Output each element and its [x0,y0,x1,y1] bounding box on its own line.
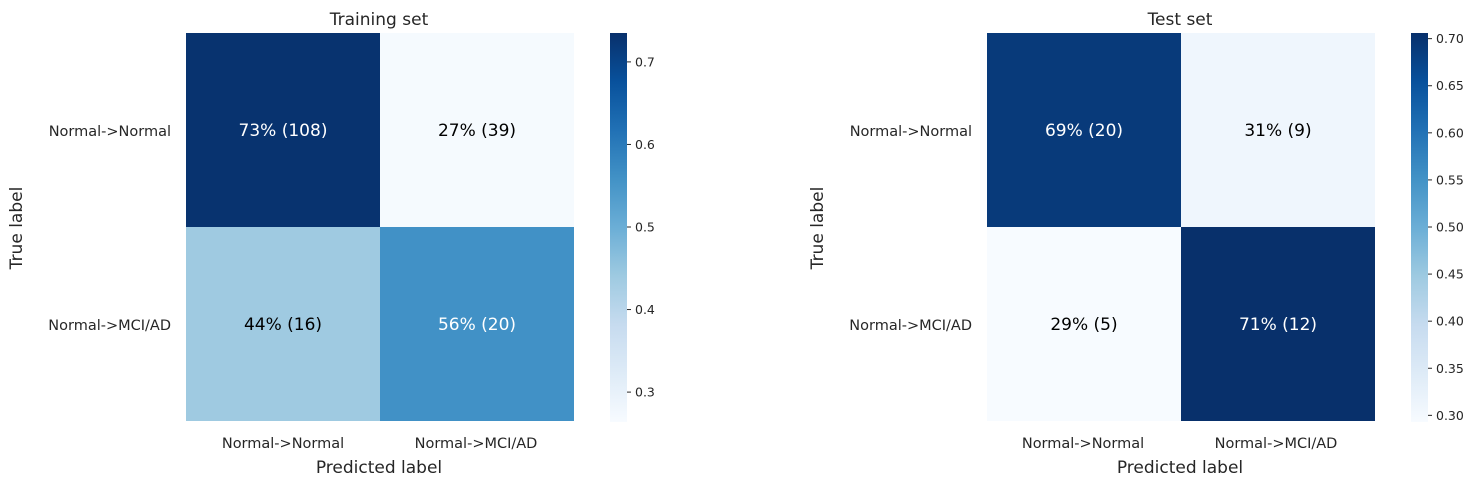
colorbar-tick-label: 0.7 [635,54,655,69]
x-tick-labels: Normal->Normal Normal->MCI/AD [222,436,538,452]
heatmap-cell [380,33,574,227]
x-axis-label: Predicted label [316,458,442,478]
cell-label: 27% (39) [438,121,516,141]
y-tick-label: Normal->Normal [850,124,972,140]
y-tick-label: Normal->MCI/AD [849,318,972,334]
heatmap-cell [1181,33,1375,227]
colorbar: 0.3 0.4 0.5 0.6 0.7 [610,33,655,422]
colorbar-gradient [610,33,627,422]
x-tick-label: Normal->Normal [222,436,344,452]
colorbar-tick-label: 0.30 [1436,408,1464,423]
heatmap-title: Training set [329,10,429,30]
y-tick-labels: Normal->Normal Normal->MCI/AD [849,124,972,334]
x-tick-label: Normal->Normal [1022,436,1144,452]
colorbar-ticks: 0.3 0.4 0.5 0.6 0.7 [627,54,655,400]
x-tick-label: Normal->MCI/AD [415,436,538,452]
x-tick-labels: Normal->Normal Normal->MCI/AD [1022,436,1338,452]
colorbar-tick-label: 0.40 [1436,314,1464,329]
colorbar-tick-label: 0.60 [1436,125,1464,140]
colorbar-ticks: 0.30 0.35 0.40 0.45 0.50 0.55 0.60 0.65 0.70 [1428,31,1464,423]
cell-label: 31% (9) [1244,121,1311,141]
cell-label: 71% (12) [1239,315,1317,335]
heatmap-cells: 69% (20) 31% (9) 29% (5) 71% (12) [987,33,1375,421]
heatmap-cell [186,227,380,421]
y-axis-label: True label [7,187,27,271]
colorbar-tick-label: 0.35 [1436,361,1464,376]
heatmap-cell [380,227,574,421]
colorbar-tick-label: 0.6 [635,137,655,152]
heatmap-cell [987,227,1181,421]
heatmap-cell [1181,227,1375,421]
cell-label: 44% (16) [244,315,322,335]
y-tick-labels: Normal->Normal Normal->MCI/AD [48,124,171,334]
colorbar-gradient [1411,33,1428,422]
training-set-heatmap: Training set 73% (108) 27% (39) 44% (16) 56… [7,10,655,478]
colorbar-tick-label: 0.4 [635,302,655,317]
x-axis-label: Predicted label [1117,458,1243,478]
y-axis-label: True label [808,187,828,271]
cell-label: 56% (20) [438,315,516,335]
heatmap-cells: 73% (108) 27% (39) 44% (16) 56% (20) [186,33,574,421]
colorbar-tick-label: 0.55 [1436,172,1464,187]
y-tick-label: Normal->Normal [49,124,171,140]
cell-label: 73% (108) [239,121,328,141]
colorbar-tick-label: 0.70 [1436,31,1464,46]
cell-label: 29% (5) [1050,315,1117,335]
cell-label: 69% (20) [1045,121,1123,141]
colorbar-tick-label: 0.45 [1436,267,1464,282]
colorbar-tick-label: 0.5 [635,220,655,235]
test-set-heatmap: Test set 69% (20) 31% (9)29% (5) 71% (12) … [808,10,1464,478]
colorbar-tick-label: 0.3 [635,385,655,400]
heatmap-cell [987,33,1181,227]
heatmap-title: Test set [1147,10,1213,30]
y-tick-label: Normal->MCI/AD [48,318,171,334]
x-tick-label: Normal->MCI/AD [1215,436,1338,452]
colorbar-tick-label: 0.65 [1436,78,1464,93]
heatmap-cell [186,33,380,227]
colorbar-tick-label: 0.50 [1436,220,1464,235]
colorbar: 0.30 0.35 0.40 0.45 0.50 0.55 0.60 0.65 0.70 [1411,31,1464,423]
